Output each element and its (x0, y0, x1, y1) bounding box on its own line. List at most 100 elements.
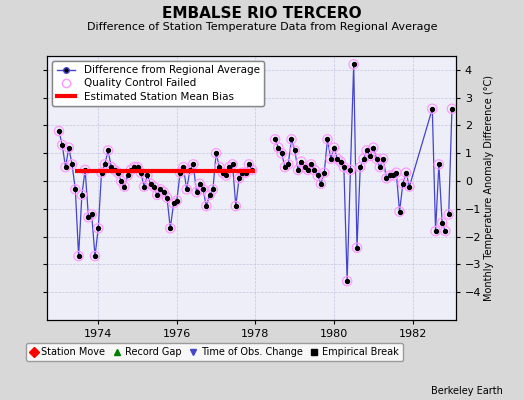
Point (317, 181, 325, 187)
Point (173, 197, 181, 204)
Point (313, 172, 322, 179)
Point (431, 228, 440, 234)
Point (389, 172, 397, 179)
Point (91, 253, 99, 259)
Point (212, 150, 221, 156)
Point (297, 158, 305, 165)
Point (294, 167, 302, 173)
Point (97, 170, 106, 176)
Point (438, 220, 446, 226)
Point (356, 164, 365, 170)
Point (189, 161, 198, 168)
Point (205, 192, 214, 198)
Point (209, 186, 217, 192)
Point (137, 170, 145, 176)
Point (248, 167, 256, 173)
Point (431, 228, 440, 234)
Point (58, 142, 67, 148)
Point (333, 156, 342, 162)
Legend: Station Move, Record Gap, Time of Obs. Change, Empirical Break: Station Move, Record Gap, Time of Obs. C… (26, 343, 403, 361)
Point (330, 144, 339, 151)
Point (81, 167, 90, 173)
Point (278, 150, 286, 156)
Legend: Difference from Regional Average, Quality Control Failed, Estimated Station Mean: Difference from Regional Average, Qualit… (52, 61, 264, 106)
Point (444, 211, 453, 218)
Point (428, 106, 436, 112)
Point (336, 158, 345, 165)
Point (353, 244, 361, 251)
Point (373, 156, 381, 162)
Text: Difference of Station Temperature Data from Regional Average: Difference of Station Temperature Data f… (87, 22, 437, 32)
Point (134, 164, 142, 170)
Point (405, 184, 413, 190)
Point (350, 61, 358, 68)
Point (300, 164, 309, 170)
Point (232, 203, 240, 209)
Point (399, 181, 407, 187)
Point (228, 161, 237, 168)
Point (376, 164, 384, 170)
Point (438, 220, 446, 226)
Point (160, 189, 168, 195)
Point (78, 192, 86, 198)
Point (359, 156, 368, 162)
Point (402, 170, 410, 176)
Point (94, 225, 103, 232)
Point (127, 167, 135, 173)
Point (130, 164, 138, 170)
Point (435, 161, 443, 168)
Point (88, 211, 96, 218)
Point (333, 156, 342, 162)
Point (366, 153, 374, 159)
Point (353, 244, 361, 251)
Point (97, 170, 106, 176)
Point (399, 181, 407, 187)
Point (202, 203, 211, 209)
Point (326, 156, 335, 162)
Point (74, 253, 83, 259)
Point (91, 253, 99, 259)
Point (369, 144, 378, 151)
Point (310, 167, 319, 173)
Text: Berkeley Earth: Berkeley Earth (431, 386, 503, 396)
Point (156, 186, 165, 192)
Point (134, 164, 142, 170)
Point (117, 178, 125, 184)
Point (232, 203, 240, 209)
Point (235, 175, 243, 182)
Point (104, 147, 112, 154)
Point (160, 189, 168, 195)
Point (435, 161, 443, 168)
Point (376, 164, 384, 170)
Point (185, 167, 194, 173)
Point (222, 172, 230, 179)
Point (74, 253, 83, 259)
Point (222, 172, 230, 179)
Point (88, 211, 96, 218)
Point (182, 186, 191, 192)
Point (343, 278, 351, 284)
Point (179, 164, 188, 170)
Point (64, 144, 73, 151)
Point (441, 228, 450, 234)
Point (363, 147, 371, 154)
Point (402, 170, 410, 176)
Point (317, 181, 325, 187)
Point (303, 167, 312, 173)
Point (140, 184, 148, 190)
Point (359, 156, 368, 162)
Point (428, 106, 436, 112)
Point (107, 164, 115, 170)
Point (320, 170, 329, 176)
Point (84, 214, 93, 220)
Point (278, 150, 286, 156)
Point (307, 161, 315, 168)
Point (169, 200, 178, 206)
Point (320, 170, 329, 176)
Point (143, 172, 151, 179)
Point (323, 136, 332, 142)
Point (389, 172, 397, 179)
Point (448, 106, 456, 112)
Point (195, 181, 204, 187)
Point (303, 167, 312, 173)
